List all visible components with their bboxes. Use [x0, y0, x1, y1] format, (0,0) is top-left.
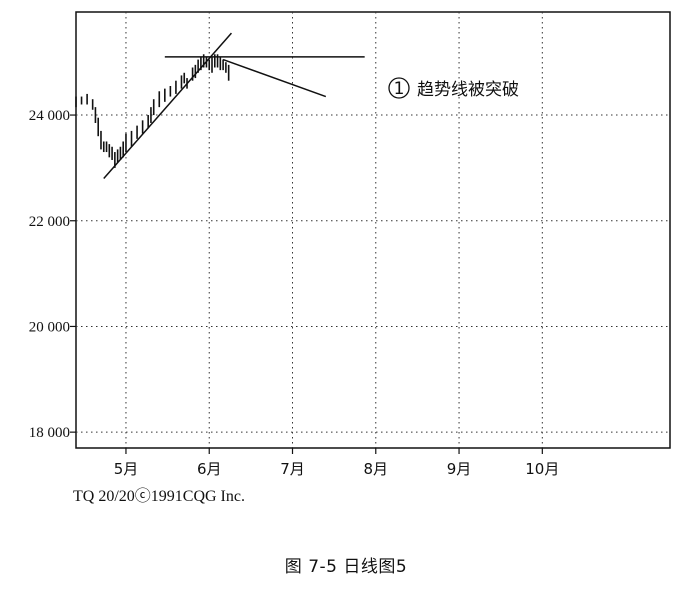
- x-tick-label: 9月: [447, 460, 472, 478]
- x-tick-label: 10月: [525, 460, 559, 478]
- figure-caption: 图 7-5 日线图5: [284, 557, 408, 577]
- y-tick-label: 18 000: [29, 425, 70, 441]
- y-tick-label: 20 000: [29, 319, 70, 335]
- annotation-marker-number: 1: [394, 79, 405, 99]
- grid: [76, 12, 670, 448]
- y-tick-label: 24 000: [29, 108, 70, 124]
- x-axis: 5月 6月 7月 8月 9月 10月: [114, 448, 559, 478]
- annotation-text: 趋势线被突破: [417, 80, 519, 100]
- x-tick-label: 8月: [364, 460, 389, 478]
- annotation-marker-circle: [388, 77, 410, 99]
- drawn-lines: [103, 32, 365, 179]
- plot-frame: [75, 11, 671, 449]
- chart-credit: TQ 20/20ⓒ1991CQG Inc.: [73, 488, 245, 505]
- y-axis: 18 000 20 000 22 000 24 000: [29, 108, 76, 441]
- price-bars: [75, 54, 230, 168]
- pointer-line: [222, 58, 327, 98]
- x-tick-label: 7月: [280, 460, 305, 478]
- x-tick-label: 5月: [114, 460, 139, 478]
- x-tick-label: 6月: [197, 460, 222, 478]
- annotation-1: 1 趋势线被突破: [388, 77, 519, 100]
- y-tick-label: 22 000: [29, 214, 70, 230]
